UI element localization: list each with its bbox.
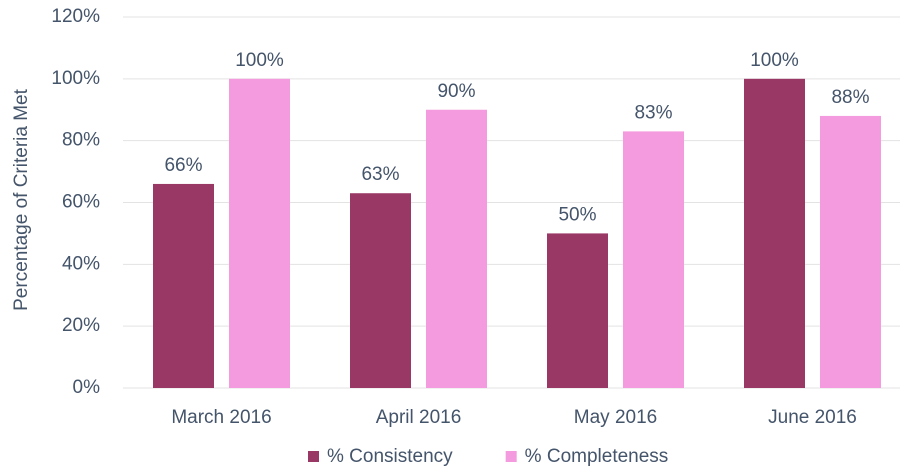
bar: [229, 78, 290, 388]
legend-swatch: [308, 451, 319, 462]
y-tick-label: 80%: [62, 130, 100, 151]
bar: [350, 193, 411, 388]
y-tick-label: 0%: [73, 377, 101, 398]
y-tick-label: 20%: [62, 315, 100, 336]
bar: [744, 78, 805, 388]
bar: [153, 183, 214, 388]
data-label: 50%: [558, 204, 596, 225]
data-label: 88%: [831, 87, 869, 108]
x-tick-label: March 2016: [171, 407, 271, 428]
data-label: 100%: [235, 50, 284, 71]
bar: [623, 131, 684, 388]
legend-swatch: [505, 451, 517, 462]
y-tick-label: 60%: [62, 192, 100, 213]
x-tick-label: May 2016: [574, 407, 657, 428]
data-label: 100%: [750, 50, 799, 71]
y-tick-label: 40%: [62, 253, 100, 274]
bar: [820, 115, 881, 388]
bar: [426, 109, 487, 388]
data-label: 90%: [437, 81, 475, 102]
data-label: 83%: [634, 102, 672, 123]
legend-label: % Consistency: [327, 446, 453, 467]
bar: [547, 233, 608, 388]
y-tick-label: 120%: [51, 6, 100, 27]
data-label: 63%: [361, 164, 399, 185]
x-tick-label: June 2016: [768, 407, 857, 428]
y-tick-label: 100%: [51, 68, 100, 89]
y-axis-label: Percentage of Criteria Met: [11, 88, 32, 310]
legend-label: % Completeness: [525, 446, 669, 467]
x-tick-label: April 2016: [376, 407, 462, 428]
data-label: 66%: [164, 155, 202, 176]
